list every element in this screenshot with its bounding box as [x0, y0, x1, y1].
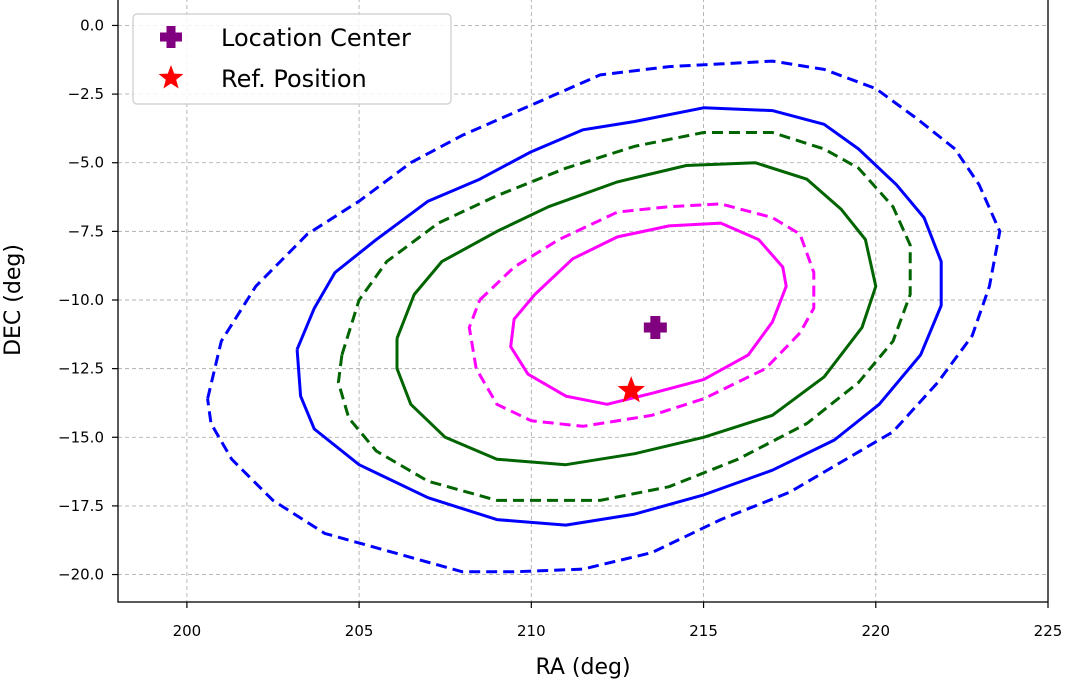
y-tick-label: 0.0 [80, 16, 104, 34]
legend-box [132, 13, 452, 105]
x-axis-label: RA (deg) [535, 655, 630, 680]
legend-label-ref-position: Ref. Position [221, 65, 367, 93]
y-axis-label: DEC (deg) [1, 244, 26, 356]
y-tick-label: −15.0 [58, 428, 104, 446]
contour-magenta-dashed [467, 202, 816, 428]
legend-plus-icon [160, 26, 182, 48]
contour-magenta-solid [509, 221, 788, 406]
contour-lines [206, 59, 1002, 574]
marker-points [617, 315, 667, 403]
y-tick-label: −5.0 [68, 154, 104, 172]
y-tick-label: −10.0 [58, 291, 104, 309]
y-tick-label: −12.5 [58, 360, 104, 378]
y-tick-label: −2.5 [68, 85, 104, 103]
x-tick-label: 215 [689, 622, 718, 640]
legend-star-icon [158, 65, 184, 89]
legend: Location Center Ref. Position [132, 13, 452, 105]
contour-green-dashed [336, 131, 912, 502]
contour-blue-solid [295, 106, 943, 527]
ref-position-marker [617, 376, 645, 403]
axis-ticks: 200 205 210 215 220 225 0.0 −2.5 −5.0 −7.5 −10.0 −1… [58, 16, 1062, 640]
y-tick-label: −20.0 [58, 566, 104, 584]
grid-lines [118, 0, 1049, 602]
y-tick-label: −17.5 [58, 497, 104, 515]
contour-green-solid [395, 161, 878, 467]
legend-label-location-center: Location Center [221, 24, 411, 52]
x-tick-label: 205 [345, 622, 374, 640]
contour-blue-dashed [206, 59, 1002, 574]
x-tick-label: 210 [517, 622, 546, 640]
y-tick-label: −7.5 [68, 222, 104, 240]
x-tick-label: 200 [173, 622, 202, 640]
x-tick-label: 225 [1034, 622, 1063, 640]
x-tick-label: 220 [861, 622, 890, 640]
location-center-marker [643, 315, 667, 339]
